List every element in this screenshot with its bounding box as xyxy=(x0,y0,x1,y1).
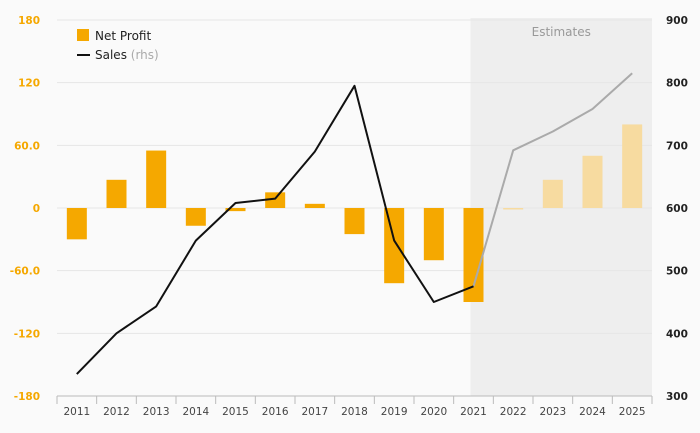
legend-swatch-net-profit xyxy=(77,29,89,41)
bar xyxy=(622,124,643,208)
x-tick-label: 2021 xyxy=(460,406,487,418)
x-tick-label: 2020 xyxy=(420,406,447,418)
left-tick-label: 120 xyxy=(18,78,40,90)
legend-sales-suffix: (rhs) xyxy=(131,48,159,62)
legend-label-net-profit: Net Profit xyxy=(95,29,151,43)
right-axis: 900 800 700 600 500 400 300 xyxy=(666,15,688,403)
x-tick-label: 2019 xyxy=(381,406,408,418)
x-tick-label: 2013 xyxy=(143,406,170,418)
right-tick-label: 300 xyxy=(666,391,688,403)
x-tick-label: 2022 xyxy=(500,406,527,418)
left-tick-label: -180 xyxy=(14,391,40,403)
x-tick-label: 2024 xyxy=(579,406,606,418)
bar xyxy=(106,179,127,208)
legend-sales-name: Sales xyxy=(95,48,127,62)
right-tick-label: 400 xyxy=(666,328,688,340)
left-tick-label: 180 xyxy=(18,15,40,27)
legend: Net Profit Sales (rhs) xyxy=(77,29,159,62)
x-tick-label: 2012 xyxy=(103,406,130,418)
x-tick-label: 2015 xyxy=(222,406,249,418)
bar-series xyxy=(66,124,643,302)
right-tick-label: 600 xyxy=(666,203,688,215)
bar xyxy=(66,208,87,240)
estimates-label: Estimates xyxy=(532,25,591,39)
sales-line-actual xyxy=(76,84,474,375)
bar xyxy=(344,208,365,235)
x-tick-label: 2018 xyxy=(341,406,368,418)
bar xyxy=(304,203,325,208)
left-tick-label: -120 xyxy=(14,328,40,340)
right-tick-label: 800 xyxy=(666,78,688,90)
right-tick-label: 900 xyxy=(666,15,688,27)
bar xyxy=(265,192,286,208)
bar xyxy=(582,155,603,208)
bar xyxy=(384,208,405,284)
left-tick-label: 0 xyxy=(33,203,40,215)
x-tick-label: 2014 xyxy=(182,406,209,418)
line-series xyxy=(76,72,633,375)
bar xyxy=(542,179,563,208)
bar xyxy=(146,150,167,208)
bar xyxy=(185,208,206,226)
sales-line-estimate xyxy=(472,72,633,287)
left-tick-label: 60.0 xyxy=(14,140,40,152)
right-tick-label: 700 xyxy=(666,140,688,152)
x-tick-label: 2017 xyxy=(301,406,328,418)
x-tick-label: 2023 xyxy=(539,406,566,418)
right-tick-label: 500 xyxy=(666,266,688,278)
legend-label-sales: Sales (rhs) xyxy=(95,48,159,62)
x-tick-label: 2016 xyxy=(262,406,289,418)
x-tick-label: 2011 xyxy=(63,406,90,418)
bar xyxy=(463,208,484,302)
x-tick-label: 2025 xyxy=(619,406,646,418)
bar xyxy=(225,208,246,212)
left-tick-label: -60.0 xyxy=(10,266,40,278)
bar xyxy=(423,208,444,261)
x-axis: 2011 2012 2013 2014 2015 2016 2017 2018 2019 2020… xyxy=(56,396,653,418)
bar xyxy=(503,208,524,210)
left-axis: 180 120 60.0 0 -60.0 -120 -180 xyxy=(10,15,40,403)
